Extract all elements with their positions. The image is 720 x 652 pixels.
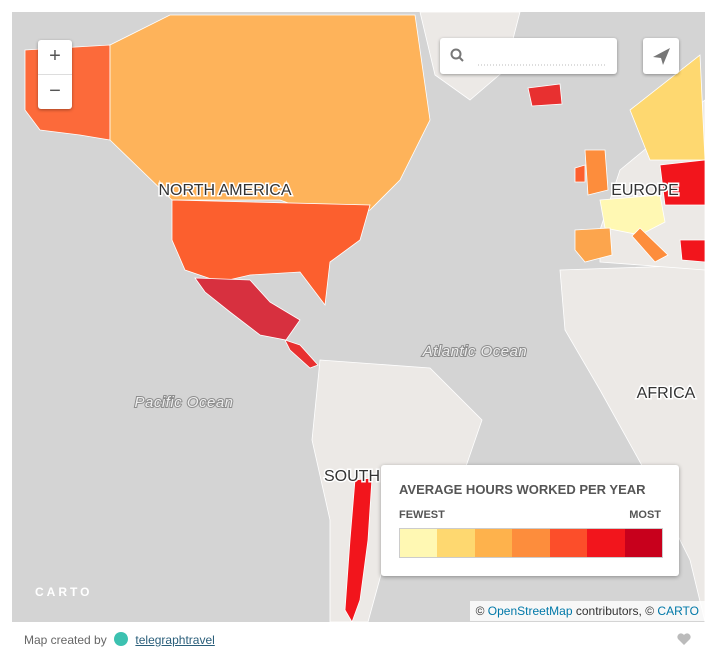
- legend-swatch: [400, 529, 438, 557]
- legend-high: MOST: [629, 509, 661, 521]
- zoom-in[interactable]: +: [49, 45, 61, 67]
- legend-title: AVERAGE HOURS WORKED PER YEAR: [399, 482, 646, 497]
- user-link[interactable]: telegraphtravel: [135, 633, 215, 647]
- search-box[interactable]: [440, 38, 617, 74]
- search-icon: [450, 48, 605, 66]
- attribution-text: contributors, ©: [575, 604, 655, 618]
- region-label: AFRICA: [637, 385, 696, 402]
- attribution: © OpenStreetMap contributors, © CARTO: [469, 601, 705, 621]
- region-label: EUROPE: [611, 182, 679, 199]
- zoom-out[interactable]: −: [38, 74, 72, 109]
- legend-swatch: [474, 529, 513, 557]
- osm-link[interactable]: OpenStreetMap: [487, 604, 573, 618]
- map[interactable]: NORTH AMERICA EUROPE AFRICA SOUTH Atlant…: [12, 12, 705, 622]
- legend-low: FEWEST: [399, 509, 445, 521]
- user-icon: [114, 632, 129, 646]
- legend-swatch: [512, 529, 550, 557]
- footer-text: Map created by: [24, 633, 107, 647]
- ocean-label: Atlantic Ocean: [422, 343, 528, 360]
- carto-logo: CARTO: [35, 585, 93, 599]
- legend: AVERAGE HOURS WORKED PER YEAR FEWEST MOS…: [381, 465, 679, 576]
- legend-swatch: [549, 529, 588, 557]
- like-button[interactable]: [677, 633, 691, 646]
- ocean-label: Pacific Ocean: [134, 394, 233, 411]
- legend-swatch: [437, 529, 475, 557]
- footer: Map created by telegraphtravel: [24, 632, 215, 647]
- legend-swatch: [587, 529, 625, 557]
- zoom-control: + −: [38, 40, 72, 109]
- attribution-text: ©: [475, 604, 485, 618]
- locate-icon: [653, 48, 670, 65]
- carto-link[interactable]: CARTO: [657, 604, 699, 618]
- legend-scale: [399, 528, 663, 558]
- region-label: SOUTH: [324, 468, 380, 485]
- region-label: NORTH AMERICA: [158, 182, 291, 199]
- legend-swatch: [624, 529, 662, 557]
- locate-button[interactable]: [643, 38, 679, 74]
